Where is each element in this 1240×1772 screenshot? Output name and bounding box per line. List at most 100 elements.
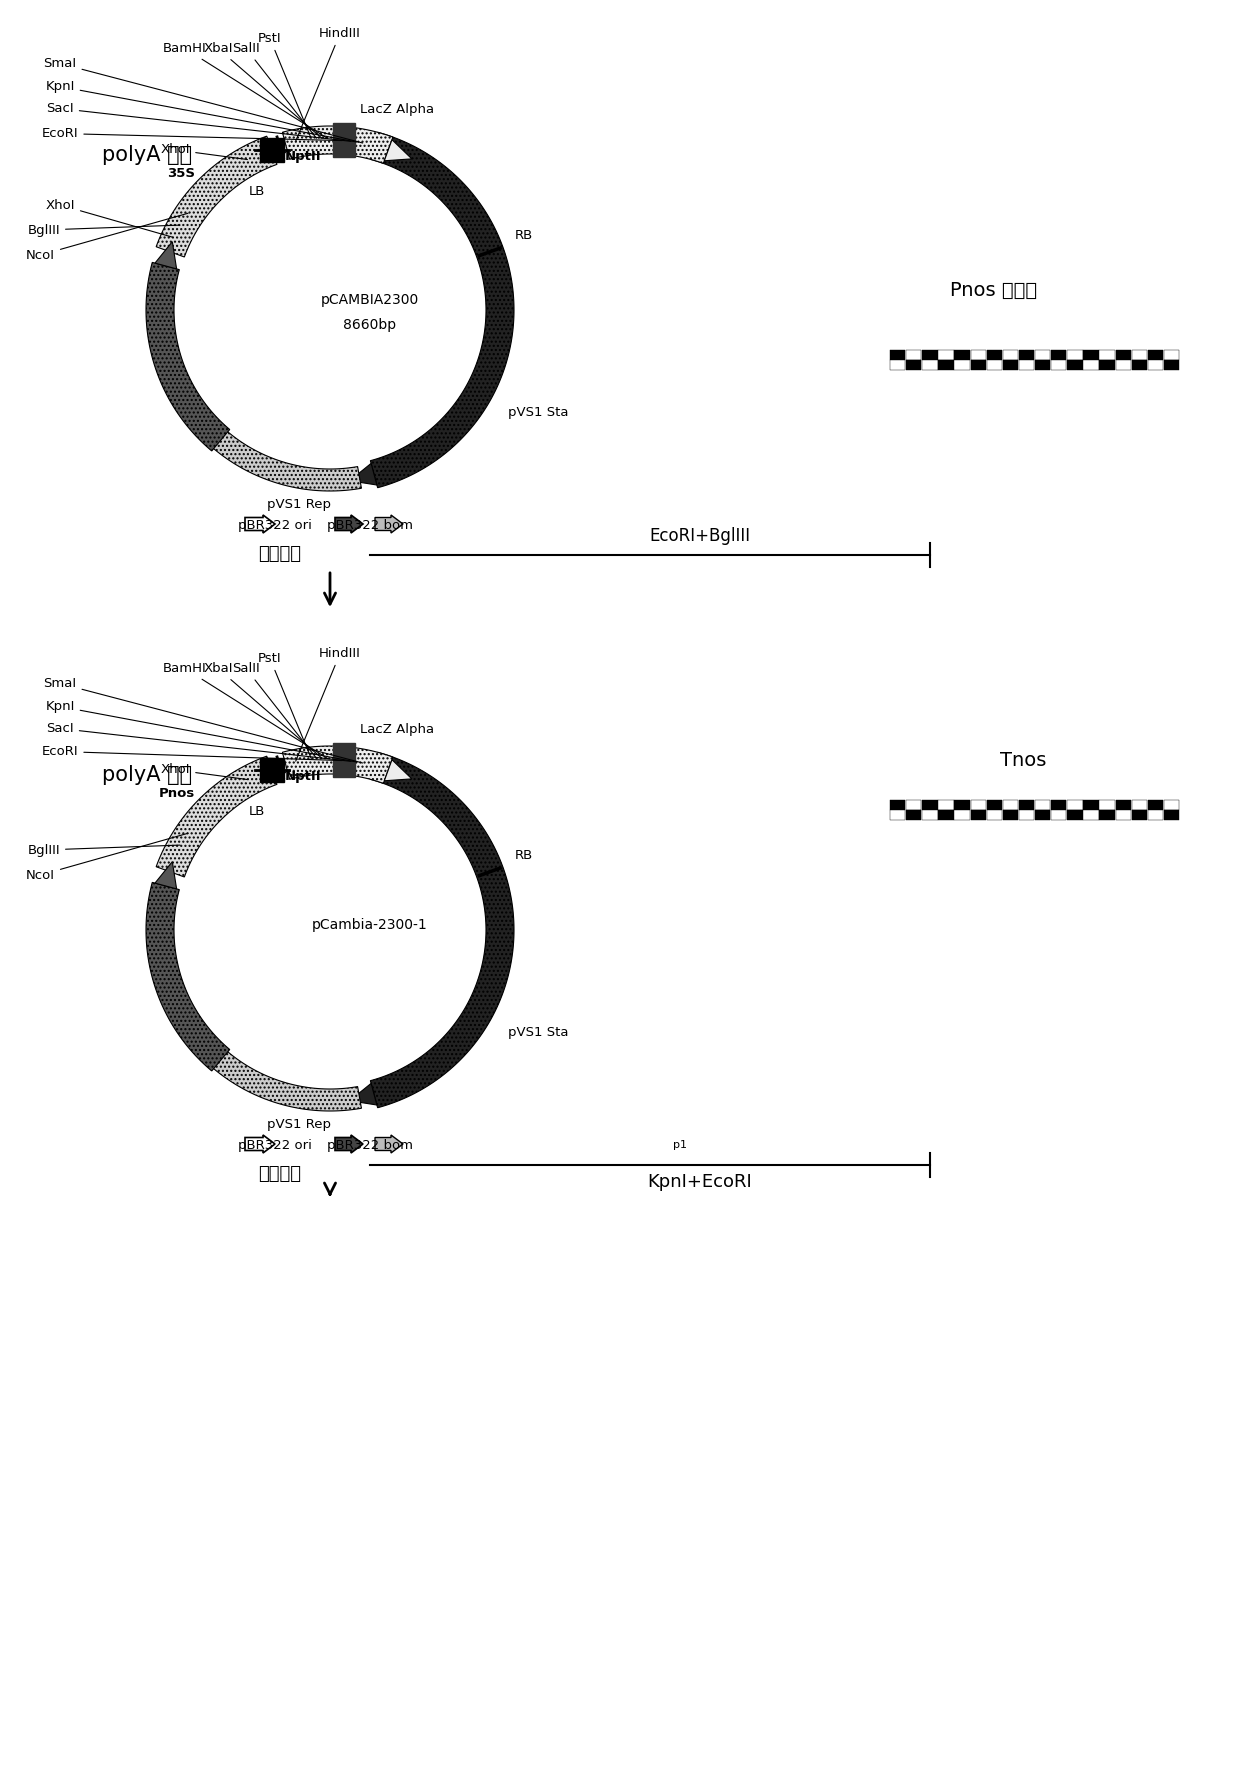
Bar xyxy=(1068,810,1083,820)
Bar xyxy=(923,810,937,820)
Polygon shape xyxy=(146,262,229,450)
Polygon shape xyxy=(268,138,298,161)
Bar xyxy=(906,799,921,810)
FancyArrow shape xyxy=(374,516,403,533)
Text: Pnos 启动子: Pnos 启动子 xyxy=(950,280,1037,299)
Text: 卡那霉素: 卡那霉素 xyxy=(258,546,301,563)
Bar xyxy=(1100,360,1115,370)
Bar xyxy=(1116,351,1131,360)
Bar xyxy=(1068,351,1083,360)
Polygon shape xyxy=(155,861,176,890)
Text: LacZ Alpha: LacZ Alpha xyxy=(360,723,434,735)
Text: Pnos: Pnos xyxy=(159,787,195,799)
FancyArrow shape xyxy=(335,516,363,533)
Text: pCambia-2300-1: pCambia-2300-1 xyxy=(312,918,428,932)
Polygon shape xyxy=(371,753,515,1108)
Text: EcoRI: EcoRI xyxy=(42,744,342,760)
Bar xyxy=(890,360,905,370)
Bar xyxy=(1035,351,1050,360)
Polygon shape xyxy=(155,241,176,269)
Bar xyxy=(1132,810,1147,820)
Text: pBR322 ori: pBR322 ori xyxy=(238,519,312,532)
Bar xyxy=(1148,810,1163,820)
Bar xyxy=(1100,810,1115,820)
Bar xyxy=(1100,351,1115,360)
Polygon shape xyxy=(191,413,361,491)
Text: Tnos: Tnos xyxy=(999,751,1047,769)
Text: XbaI: XbaI xyxy=(203,663,322,758)
Bar xyxy=(971,360,986,370)
Bar xyxy=(955,810,970,820)
Text: p1: p1 xyxy=(673,1139,687,1150)
Text: EcoRI: EcoRI xyxy=(42,128,342,140)
Polygon shape xyxy=(384,140,412,161)
Bar xyxy=(1035,360,1050,370)
Text: 8660bp: 8660bp xyxy=(343,317,397,331)
Bar xyxy=(1100,799,1115,810)
Bar xyxy=(939,799,954,810)
Bar xyxy=(1132,351,1147,360)
Polygon shape xyxy=(146,882,229,1070)
Bar xyxy=(260,758,284,781)
Bar xyxy=(1148,799,1163,810)
Text: NcoI: NcoI xyxy=(26,213,188,262)
Bar xyxy=(1019,810,1034,820)
Bar xyxy=(332,742,355,776)
Bar xyxy=(1116,360,1131,370)
FancyArrow shape xyxy=(246,516,275,533)
Bar xyxy=(971,351,986,360)
Bar xyxy=(1116,810,1131,820)
Text: SmaI: SmaI xyxy=(43,677,362,764)
Text: HindIII: HindIII xyxy=(295,647,361,762)
Text: pBR322 bom: pBR322 bom xyxy=(327,1139,413,1152)
Text: pVS1 Rep: pVS1 Rep xyxy=(267,1118,331,1132)
Text: pVS1 Sta: pVS1 Sta xyxy=(507,1026,568,1038)
Bar xyxy=(1132,799,1147,810)
Bar xyxy=(1019,351,1034,360)
Bar xyxy=(1068,360,1083,370)
Bar xyxy=(1052,799,1066,810)
Bar xyxy=(987,351,1002,360)
Bar xyxy=(1164,360,1179,370)
Text: NptII: NptII xyxy=(284,771,321,783)
Bar xyxy=(1084,360,1099,370)
Bar xyxy=(955,351,970,360)
Bar xyxy=(260,138,284,163)
Bar xyxy=(906,360,921,370)
Bar xyxy=(971,810,986,820)
Bar xyxy=(955,799,970,810)
Text: 35S: 35S xyxy=(167,167,195,179)
Text: PstI: PstI xyxy=(258,652,311,758)
Text: BamHI: BamHI xyxy=(164,43,327,138)
Text: PstI: PstI xyxy=(258,32,311,138)
Text: NptII: NptII xyxy=(284,151,321,163)
Text: KpnI: KpnI xyxy=(46,80,357,142)
Bar xyxy=(1035,810,1050,820)
Text: KpnI: KpnI xyxy=(46,700,357,762)
Bar xyxy=(1052,810,1066,820)
Text: NcoI: NcoI xyxy=(26,833,188,881)
Text: pVS1 Sta: pVS1 Sta xyxy=(507,406,568,418)
Bar xyxy=(890,351,905,360)
Text: KpnI+EcoRI: KpnI+EcoRI xyxy=(647,1173,753,1191)
Bar xyxy=(923,360,937,370)
Text: 卡那霉素: 卡那霉素 xyxy=(258,1164,301,1184)
Bar xyxy=(1052,351,1066,360)
Polygon shape xyxy=(350,464,377,486)
Text: XhoI: XhoI xyxy=(161,144,248,159)
Bar xyxy=(971,799,986,810)
Polygon shape xyxy=(283,126,393,163)
Bar xyxy=(1116,799,1131,810)
Text: polyA 信号: polyA 信号 xyxy=(102,145,192,165)
Bar xyxy=(1084,351,1099,360)
Bar xyxy=(939,810,954,820)
Bar xyxy=(987,360,1002,370)
Text: LacZ Alpha: LacZ Alpha xyxy=(360,103,434,115)
Text: XbaI: XbaI xyxy=(203,43,322,138)
Text: pBR322 bom: pBR322 bom xyxy=(327,519,413,532)
Bar xyxy=(1148,351,1163,360)
Text: RB: RB xyxy=(515,229,533,241)
Text: LB: LB xyxy=(249,186,265,198)
Text: pVS1 Rep: pVS1 Rep xyxy=(267,498,331,512)
Bar xyxy=(1003,810,1018,820)
